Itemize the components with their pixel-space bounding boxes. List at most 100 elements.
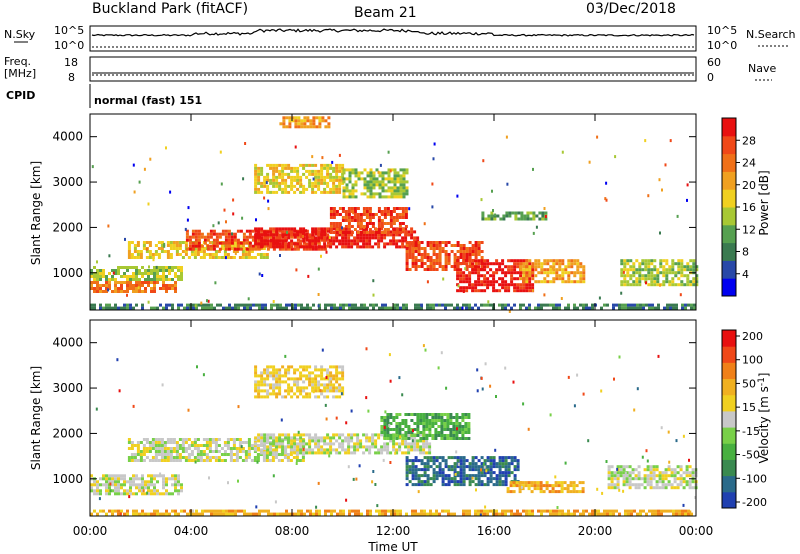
- velocity-panel-cell: [257, 380, 261, 384]
- power-panel-cell: [405, 262, 409, 265]
- velocity-panel-cell: [283, 456, 287, 459]
- power-panel-cell: [227, 241, 231, 245]
- power-panel-cell: [287, 230, 291, 234]
- velocity-panel-cell: [244, 459, 248, 462]
- power-panel-cell: [105, 284, 108, 287]
- power-panel-cell: [525, 286, 529, 290]
- power-panel-cell: [471, 271, 475, 275]
- velocity-panel-cell: [190, 441, 194, 444]
- velocity-panel-cell: [428, 419, 432, 422]
- power-panel-cell: [456, 244, 460, 247]
- velocity-panel-cell: [613, 486, 617, 490]
- power-panel-cell: [429, 268, 433, 271]
- power-panel-cell: [456, 256, 460, 259]
- velocity-panel-cell: [533, 487, 537, 491]
- power-panel-cell: [302, 190, 306, 194]
- power-panel-cell: [653, 283, 657, 287]
- velocity-panel-cell: [392, 442, 396, 446]
- power-panel-cell: [644, 268, 648, 272]
- velocity-panel-cell: [646, 468, 650, 472]
- power-panel-cell: [133, 247, 137, 250]
- power-panel-cell: [552, 277, 556, 281]
- velocity-panel-cell: [119, 512, 122, 516]
- velocity-panel-cell: [401, 451, 405, 455]
- velocity-panel-cell: [335, 377, 339, 381]
- velocity-panel-cell: [190, 459, 194, 462]
- velocity-panel-cell: [305, 386, 309, 390]
- power-panel-cell: [459, 277, 463, 281]
- velocity-panel-cell: [353, 442, 357, 446]
- power-panel-cell: [390, 306, 393, 310]
- power-panel-cell: [531, 286, 535, 290]
- power-panel-cell: [365, 222, 369, 225]
- velocity-panel-cell: [332, 374, 336, 378]
- power-panel-cell: [284, 190, 288, 194]
- power-panel-cell: [462, 277, 466, 281]
- power-panel-cell: [326, 227, 330, 231]
- power-panel-cell: [312, 125, 316, 129]
- power-panel-cell: [264, 306, 267, 310]
- velocity-panel-cell: [141, 474, 144, 478]
- velocity-panel-cell: [302, 439, 306, 443]
- x-tick-label: 16:00: [477, 524, 512, 538]
- power-panel-cell: [181, 256, 185, 259]
- power-panel-cell: [404, 239, 408, 243]
- power-panel-cell: [145, 250, 149, 253]
- power-panel-cell: [465, 306, 468, 310]
- power-panel-cell: [519, 274, 523, 278]
- power-panel-cell: [168, 303, 171, 307]
- velocity-panel-cell: [150, 480, 153, 484]
- power-panel-cell: [224, 238, 228, 242]
- velocity-panel-cell: [392, 448, 396, 452]
- velocity-panel-cell: [672, 509, 675, 513]
- power-panel-cell: [287, 175, 291, 179]
- power-panel-cell: [417, 247, 421, 250]
- power-panel-cell: [632, 283, 636, 287]
- velocity-panel-cell: [679, 480, 683, 484]
- velocity-panel-cell: [619, 471, 623, 475]
- power-panel-cell: [126, 281, 129, 284]
- power-panel-cell: [266, 163, 270, 167]
- power-panel-cell: [495, 259, 499, 263]
- power-panel-cell: [462, 244, 466, 247]
- power-panel-cell: [279, 303, 282, 307]
- power-panel-cell: [626, 274, 630, 278]
- velocity-panel-cell: [477, 512, 480, 516]
- power-panel-cell: [456, 241, 460, 244]
- power-panel-cell: [141, 272, 144, 275]
- velocity-panel-cell: [202, 450, 206, 453]
- velocity-panel-cell: [228, 512, 231, 516]
- time-x-ticks: 00:00 04:00 08:00 12:00 16:00 20:00 00:00: [73, 114, 713, 538]
- velocity-panel-cell: [443, 434, 447, 437]
- velocity-panel-cell: [111, 483, 114, 487]
- velocity-panel-cell: [132, 492, 135, 496]
- velocity-panel-cell: [287, 392, 291, 396]
- power-panel-cell: [269, 178, 273, 182]
- power-panel-cell: [695, 283, 699, 287]
- power-panel-cell: [534, 306, 537, 310]
- velocity-panel-cell: [474, 462, 478, 466]
- velocity-panel-cell: [582, 392, 585, 396]
- velocity-panel-cell: [274, 456, 278, 459]
- velocity-panel-cell: [136, 444, 140, 447]
- velocity-panel-cell: [175, 456, 179, 459]
- power-panel-cell: [102, 275, 105, 278]
- velocity-panel-cell: [483, 474, 487, 478]
- power-panel-cell: [196, 250, 200, 253]
- power-panel-cell: [141, 275, 144, 278]
- power-panel-cell: [154, 244, 158, 247]
- power-panel-cell: [272, 184, 276, 188]
- velocity-panel-cell: [609, 509, 612, 513]
- power-panel-cell: [632, 280, 636, 284]
- velocity-panel-cell: [435, 474, 439, 478]
- velocity-panel-cell: [411, 474, 415, 478]
- power-panel-cell: [519, 306, 522, 310]
- power-panel-cell: [300, 122, 304, 126]
- velocity-panel-cell: [452, 416, 456, 419]
- power-panel-cell: [462, 262, 466, 265]
- velocity-panel-cell: [272, 439, 276, 443]
- velocity-panel-cell: [398, 431, 402, 434]
- velocity-panel-cell: [513, 512, 516, 516]
- velocity-panel-cell: [637, 465, 641, 469]
- power-panel-cell: [147, 202, 150, 206]
